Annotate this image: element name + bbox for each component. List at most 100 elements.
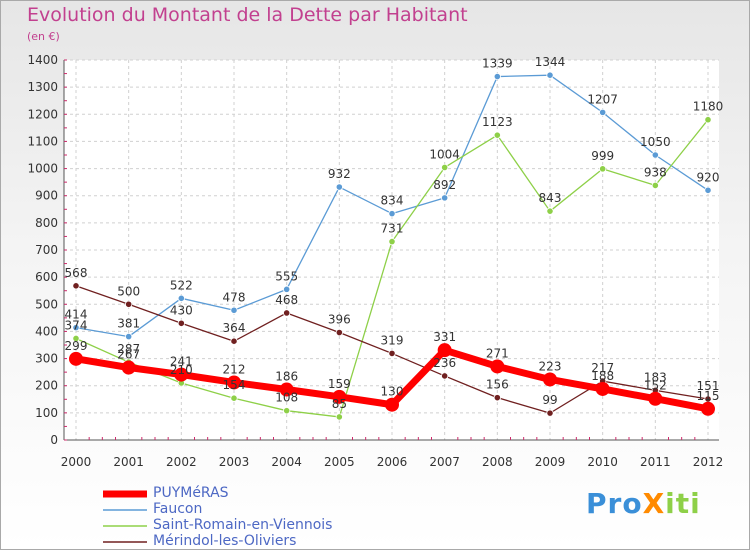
data-point	[701, 401, 715, 416]
data-point	[227, 375, 241, 390]
data-point	[388, 349, 396, 358]
data-point	[441, 194, 449, 202]
y-tick-label: 700	[35, 243, 58, 257]
data-point	[177, 319, 185, 327]
data-point	[279, 382, 294, 397]
y-tick-label: 300	[35, 352, 58, 366]
data-label: 115	[697, 389, 720, 403]
data-label: 223	[539, 359, 562, 373]
data-point	[335, 183, 343, 191]
data-label: 500	[117, 284, 140, 298]
y-tick-label: 500	[35, 297, 58, 311]
data-point	[230, 337, 238, 345]
x-tick-label: 2003	[219, 455, 250, 469]
data-point	[648, 391, 663, 406]
data-point	[283, 309, 291, 317]
data-label: 1207	[587, 92, 618, 106]
chart-unit: (en €)	[27, 30, 60, 43]
data-label: 319	[381, 333, 404, 347]
proxiti-logo: ProXiti	[586, 487, 701, 520]
data-label: 210	[170, 363, 193, 377]
x-tick-label: 2004	[271, 455, 302, 469]
data-label: 731	[381, 222, 404, 236]
y-tick-label: 1100	[27, 134, 58, 148]
data-point	[388, 237, 396, 246]
data-label: 151	[697, 379, 720, 393]
data-label: 99	[542, 393, 557, 407]
data-point	[335, 413, 343, 421]
data-point	[72, 282, 80, 290]
x-tick-label: 2012	[693, 455, 724, 469]
legend-label: Mérindol-les-Oliviers	[153, 533, 297, 549]
data-point	[546, 207, 554, 215]
y-tick-label: 1200	[27, 107, 58, 121]
y-tick-label: 600	[35, 270, 58, 284]
data-point	[599, 108, 607, 116]
data-point	[72, 324, 80, 332]
data-label: 287	[117, 342, 140, 356]
data-label: 999	[591, 149, 614, 163]
data-point	[283, 285, 291, 293]
data-point	[177, 294, 185, 302]
data-label: 1004	[429, 147, 460, 161]
y-tick-label: 800	[35, 216, 58, 230]
data-label: 108	[275, 391, 298, 405]
x-tick-label: 2009	[535, 455, 566, 469]
data-point	[546, 409, 554, 417]
y-tick-label: 1400	[27, 53, 58, 67]
x-tick-label: 2011	[640, 455, 671, 469]
legend-label: PUYMéRAS	[153, 485, 229, 501]
data-point	[651, 151, 659, 159]
data-point	[125, 300, 133, 308]
y-tick-label: 200	[35, 379, 58, 393]
data-label: 478	[223, 290, 246, 304]
x-tick-label: 2006	[377, 455, 408, 469]
data-label: 212	[223, 362, 246, 376]
data-label: 834	[381, 194, 404, 208]
data-point	[230, 394, 238, 402]
chart-title: Evolution du Montant de la Dette par Hab…	[27, 4, 468, 26]
data-point	[335, 328, 343, 337]
data-point	[704, 186, 712, 194]
data-label: 938	[644, 165, 667, 179]
data-point	[546, 71, 554, 79]
data-point	[543, 372, 557, 387]
y-tick-label: 1300	[27, 80, 58, 94]
data-label: 217	[591, 361, 614, 375]
data-label: 331	[433, 330, 456, 344]
data-point	[388, 210, 396, 218]
data-label: 1050	[640, 135, 671, 149]
y-tick-label: 900	[35, 189, 58, 203]
data-point	[493, 131, 501, 139]
data-point	[704, 116, 712, 124]
y-tick-label: 0	[50, 433, 58, 447]
data-label: 932	[328, 167, 351, 181]
legend-label: Saint-Romain-en-Viennois	[153, 517, 333, 533]
data-label: 1180	[693, 100, 724, 114]
data-label: 267	[117, 348, 140, 362]
data-point	[595, 381, 610, 396]
data-label: 241	[170, 355, 193, 369]
data-label: 159	[328, 377, 351, 391]
data-label: 183	[644, 370, 667, 384]
data-label: 374	[65, 318, 88, 332]
y-tick-label: 100	[35, 406, 58, 420]
data-label: 843	[539, 191, 562, 205]
y-tick-label: 400	[35, 324, 58, 338]
data-label: 364	[223, 321, 246, 335]
x-tick-label: 2000	[61, 455, 92, 469]
data-point	[332, 389, 347, 404]
x-tick-label: 2005	[324, 455, 355, 469]
data-label: 522	[170, 278, 193, 292]
data-point	[599, 165, 607, 173]
x-tick-label: 2002	[166, 455, 197, 469]
data-label: 156	[486, 378, 509, 392]
data-point	[651, 181, 659, 189]
data-label: 568	[65, 266, 88, 280]
data-point	[493, 394, 501, 402]
data-point	[493, 72, 501, 81]
data-label: 85	[332, 397, 347, 411]
data-label: 271	[486, 346, 509, 360]
data-label: 414	[65, 308, 88, 322]
